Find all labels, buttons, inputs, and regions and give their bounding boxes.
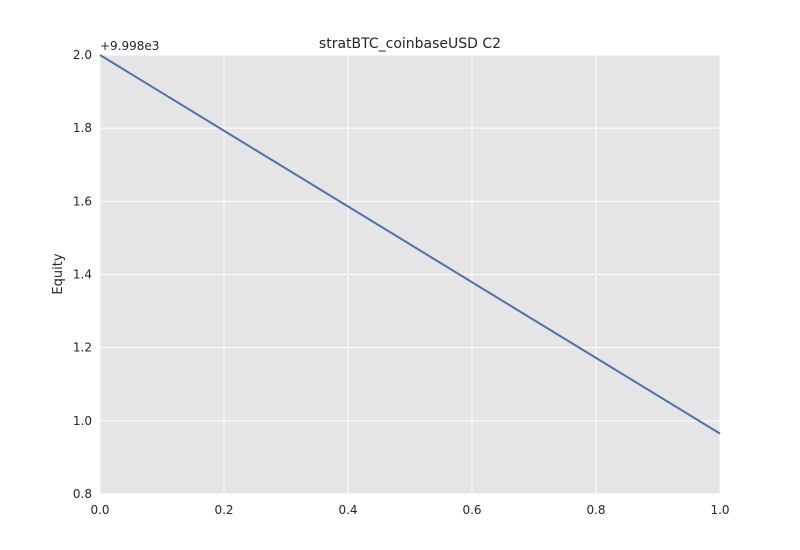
x-tick-label: 0.8	[586, 503, 605, 517]
y-tick-label: 1.0	[73, 414, 92, 428]
grid-lines	[99, 54, 721, 495]
y-axis-label: Equity	[51, 253, 66, 294]
chart-title: stratBTC_coinbaseUSD C2	[319, 36, 501, 52]
x-tick-label: 0.2	[214, 503, 233, 517]
x-tick-label: 1.0	[710, 503, 729, 517]
y-tick-label: 1.2	[73, 341, 92, 355]
x-tick-label: 0.4	[338, 503, 357, 517]
series-layer	[99, 54, 721, 435]
y-tick-labels: 0.8 1.0 1.2 1.4 1.6 1.8 2.0	[73, 48, 92, 501]
y-offset-label: +9.998e3	[100, 39, 159, 53]
y-tick-label: 2.0	[73, 48, 92, 62]
x-tick-label: 0.6	[462, 503, 481, 517]
equity-series-line	[99, 54, 721, 435]
y-tick-label: 0.8	[73, 487, 92, 501]
x-tick-labels: 0.0 0.2 0.4 0.6 0.8 1.0	[90, 503, 729, 517]
y-tick-label: 1.6	[73, 194, 92, 208]
y-tick-label: 1.8	[73, 121, 92, 135]
x-tick-label: 0.0	[90, 503, 109, 517]
y-tick-label: 1.4	[73, 268, 92, 282]
